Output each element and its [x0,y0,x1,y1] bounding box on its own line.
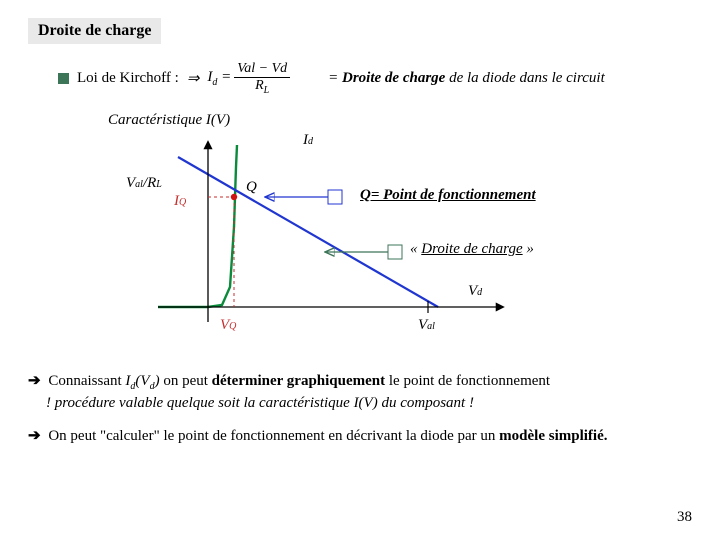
label-qtext: Q= Point de fonctionnement [360,187,536,204]
footer-text-2b: modèle simplifié. [499,428,607,444]
formula: Id = Val − Vd RL [207,62,290,96]
label-q: Q [246,179,257,196]
label-valrl: Val/RL [126,175,162,192]
label-iq: IQ [174,193,186,210]
label-vd: Vd [468,283,482,300]
kirchoff-row: Loi de Kirchoff : ⇒ Id = Val − Vd RL = D… [58,62,692,96]
footer-text-1d: déterminer graphiquement [212,373,385,389]
footer-text-1e: le point de fonctionnement [385,373,550,389]
footer-line-1: ➔ Connaissant Id(Vd) on peut déterminer … [28,371,692,414]
q-point [231,194,237,200]
kirchoff-label: Loi de Kirchoff : [77,70,179,87]
footer-text-2a: On peut "calculer" le point de fonctionn… [48,428,499,444]
q-callout-box [328,190,342,204]
section-title: Droite de charge [28,18,161,44]
load-line [178,157,438,307]
page-number: 38 [677,509,692,526]
caracteristique-label: Caractéristique I(V) [108,112,692,129]
footer: ➔ Connaissant Id(Vd) on peut déterminer … [28,371,692,446]
label-val: Val [418,317,435,334]
chart-area: Id Val/RL IQ Q Q= Point de fonctionnemen… [28,137,692,357]
dc-callout-box [388,245,402,259]
formula-arrow: ⇒ [187,69,200,88]
label-vq: VQ [220,317,236,334]
label-id: Id [303,132,313,149]
footer-text-1c: on peut [160,373,212,389]
formula-num: Val − Vd [234,62,290,78]
footer-text-1a: Connaissant [48,373,125,389]
footer-text-1f: ! procédure valable quelque soit la cara… [46,395,474,411]
label-loadline: « Droite de charge » [410,241,534,258]
kirchoff-rhs: = Droite de charge de la diode dans le c… [328,70,605,87]
bullet-icon [58,73,69,84]
footer-line-2: ➔ On peut "calculer" le point de fonctio… [28,426,692,446]
